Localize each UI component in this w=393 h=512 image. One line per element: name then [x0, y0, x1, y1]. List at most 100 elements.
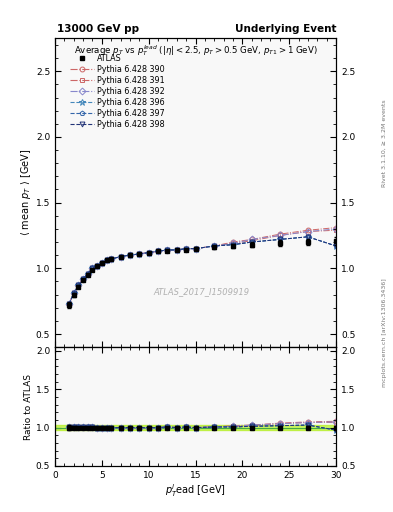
Pythia 6.428 396 — [193, 246, 198, 252]
Pythia 6.428 396 — [277, 237, 282, 243]
Pythia 6.428 390 — [104, 258, 109, 264]
Text: 13000 GeV pp: 13000 GeV pp — [57, 24, 139, 34]
Pythia 6.428 396 — [231, 242, 235, 248]
Pythia 6.428 391 — [118, 253, 123, 260]
Pythia 6.428 396 — [76, 282, 81, 288]
Pythia 6.428 390 — [67, 301, 72, 307]
Pythia 6.428 398 — [250, 239, 254, 245]
Pythia 6.428 392 — [193, 246, 198, 252]
Pythia 6.428 391 — [146, 249, 151, 255]
Pythia 6.428 397 — [95, 263, 99, 269]
Pythia 6.428 398 — [231, 242, 235, 248]
Pythia 6.428 392 — [118, 253, 123, 260]
Pythia 6.428 390 — [146, 249, 151, 255]
Pythia 6.428 397 — [165, 247, 170, 253]
Pythia 6.428 392 — [90, 265, 95, 271]
Pythia 6.428 397 — [277, 237, 282, 243]
Pythia 6.428 392 — [99, 260, 104, 266]
Pythia 6.428 390 — [156, 248, 160, 254]
Pythia 6.428 398 — [95, 263, 99, 269]
Pythia 6.428 397 — [334, 243, 338, 249]
Pythia 6.428 391 — [306, 228, 310, 234]
Pythia 6.428 396 — [109, 256, 114, 262]
Pythia 6.428 390 — [72, 290, 76, 296]
Pythia 6.428 391 — [72, 290, 76, 296]
Pythia 6.428 397 — [306, 233, 310, 240]
Pythia 6.428 397 — [184, 246, 189, 252]
Line: Pythia 6.428 391: Pythia 6.428 391 — [67, 228, 338, 306]
Pythia 6.428 390 — [118, 253, 123, 260]
Pythia 6.428 391 — [99, 260, 104, 266]
Pythia 6.428 390 — [81, 276, 86, 282]
Pythia 6.428 392 — [67, 301, 72, 307]
Pythia 6.428 398 — [90, 265, 95, 271]
Pythia 6.428 392 — [306, 228, 310, 234]
Pythia 6.428 398 — [174, 247, 179, 253]
Pythia 6.428 397 — [137, 251, 142, 257]
Pythia 6.428 398 — [85, 270, 90, 276]
Pythia 6.428 398 — [193, 246, 198, 252]
Pythia 6.428 397 — [81, 276, 86, 282]
Pythia 6.428 397 — [118, 253, 123, 260]
Pythia 6.428 391 — [128, 252, 132, 258]
Pythia 6.428 396 — [250, 239, 254, 245]
Pythia 6.428 398 — [72, 290, 76, 296]
Pythia 6.428 390 — [137, 251, 142, 257]
Pythia 6.428 392 — [174, 247, 179, 253]
Pythia 6.428 396 — [85, 270, 90, 276]
Line: Pythia 6.428 392: Pythia 6.428 392 — [67, 226, 338, 306]
Pythia 6.428 398 — [109, 256, 114, 262]
Pythia 6.428 398 — [165, 247, 170, 253]
Pythia 6.428 397 — [174, 247, 179, 253]
Pythia 6.428 392 — [146, 249, 151, 255]
Pythia 6.428 391 — [90, 265, 95, 271]
Pythia 6.428 397 — [193, 246, 198, 252]
Pythia 6.428 392 — [76, 282, 81, 288]
Pythia 6.428 392 — [184, 246, 189, 252]
Pythia 6.428 392 — [81, 276, 86, 282]
Pythia 6.428 397 — [128, 252, 132, 258]
Pythia 6.428 391 — [334, 227, 338, 233]
Pythia 6.428 392 — [156, 248, 160, 254]
Pythia 6.428 391 — [95, 263, 99, 269]
Pythia 6.428 397 — [76, 282, 81, 288]
Pythia 6.428 398 — [67, 301, 72, 307]
Pythia 6.428 396 — [334, 243, 338, 249]
Pythia 6.428 390 — [250, 237, 254, 243]
Line: Pythia 6.428 396: Pythia 6.428 396 — [66, 233, 340, 307]
Pythia 6.428 396 — [156, 248, 160, 254]
Pythia 6.428 398 — [128, 252, 132, 258]
Line: Pythia 6.428 398: Pythia 6.428 398 — [67, 234, 338, 306]
Pythia 6.428 391 — [109, 256, 114, 262]
Pythia 6.428 397 — [250, 239, 254, 245]
Pythia 6.428 392 — [334, 226, 338, 232]
Pythia 6.428 396 — [165, 247, 170, 253]
Pythia 6.428 390 — [95, 263, 99, 269]
Pythia 6.428 391 — [231, 240, 235, 246]
Pythia 6.428 390 — [99, 260, 104, 266]
Pythia 6.428 391 — [76, 282, 81, 288]
Pythia 6.428 396 — [72, 290, 76, 296]
Pythia 6.428 392 — [128, 252, 132, 258]
Pythia 6.428 396 — [67, 301, 72, 307]
Pythia 6.428 390 — [277, 231, 282, 237]
Pythia 6.428 390 — [165, 247, 170, 253]
Pythia 6.428 391 — [137, 251, 142, 257]
Pythia 6.428 392 — [231, 240, 235, 246]
Text: ATLAS_2017_I1509919: ATLAS_2017_I1509919 — [153, 287, 249, 296]
Pythia 6.428 391 — [250, 238, 254, 244]
Pythia 6.428 390 — [174, 247, 179, 253]
Pythia 6.428 397 — [104, 258, 109, 264]
Pythia 6.428 398 — [137, 251, 142, 257]
Text: mcplots.cern.ch [arXiv:1306.3436]: mcplots.cern.ch [arXiv:1306.3436] — [382, 279, 387, 387]
Pythia 6.428 397 — [146, 249, 151, 255]
Pythia 6.428 398 — [99, 260, 104, 266]
Pythia 6.428 397 — [231, 242, 235, 248]
Pythia 6.428 398 — [306, 233, 310, 240]
Pythia 6.428 396 — [146, 249, 151, 255]
Pythia 6.428 390 — [128, 252, 132, 258]
Text: Rivet 3.1.10, ≥ 3.2M events: Rivet 3.1.10, ≥ 3.2M events — [382, 99, 387, 187]
Pythia 6.428 397 — [212, 243, 217, 249]
Pythia 6.428 397 — [99, 260, 104, 266]
Line: Pythia 6.428 397: Pythia 6.428 397 — [67, 234, 338, 306]
